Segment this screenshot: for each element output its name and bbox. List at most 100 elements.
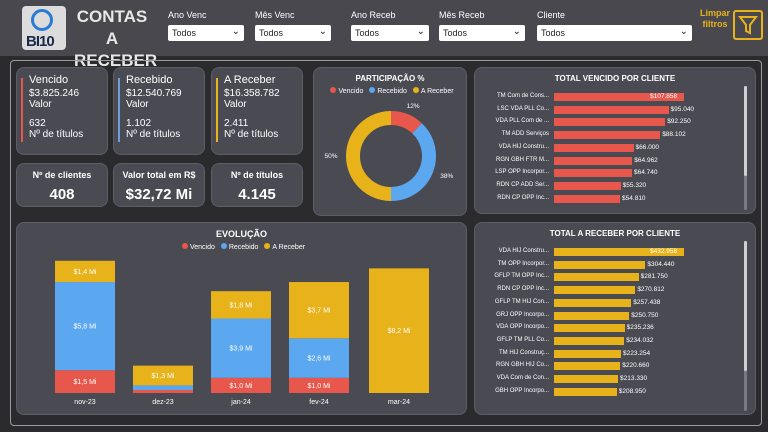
donut-chart[interactable]: 12% 38% 50% (314, 96, 468, 216)
bar-value-label: $208.950 (618, 387, 646, 395)
bar-row[interactable]: GFLP TM OPP Inc... $281.750 (475, 272, 745, 282)
bar[interactable] (554, 181, 621, 190)
bar-segment[interactable] (133, 389, 193, 393)
kpi-title: Vencido (29, 74, 69, 86)
chart-title: PARTICIPAÇÃO % (355, 74, 425, 83)
bar-row[interactable]: GRJ OPP Incorpo... $250.750 (475, 311, 745, 321)
kpi-card-valor-total[interactable]: Valor total em R$ $32,72 Mi (113, 163, 205, 207)
kpi-value-label: Valor (224, 99, 247, 110)
bar-segment[interactable] (289, 377, 349, 393)
bar[interactable] (554, 387, 617, 396)
participacao-chart-card[interactable]: PARTICIPAÇÃO % Vencido Recebido A Recebe… (313, 67, 467, 216)
filter-value: Todos (541, 28, 566, 38)
bar-row[interactable]: LSC VDA PLL Co... $95.040 (475, 105, 745, 115)
areceber-por-cliente-card[interactable]: TOTAL A RECEBER POR CLIENTE VDA HIJ Cons… (474, 222, 756, 415)
bar-row[interactable]: GFLP TM HIJ Con... $257.438 (475, 298, 745, 308)
kpi-card-vencido[interactable]: Vencido $3.825.246 Valor 632 Nº de títul… (16, 67, 108, 155)
scrollbar[interactable] (744, 241, 747, 411)
bar[interactable] (554, 194, 621, 203)
bar-row[interactable]: VDA HIJ Constru... $66.000 (475, 143, 745, 153)
bar[interactable] (554, 260, 646, 269)
bar-row[interactable]: VDA Com de Con... $213.330 (475, 374, 745, 384)
bar[interactable] (554, 143, 634, 152)
bar-value-label: $2,6 Mi (308, 356, 331, 363)
donut-slice[interactable] (390, 111, 422, 134)
bar-segment[interactable] (133, 385, 193, 390)
x-tick-label: dez-23 (152, 399, 174, 406)
bar-row[interactable]: RDN CP OPP Inc... $270.812 (475, 285, 745, 295)
scrollbar-thumb[interactable] (744, 241, 747, 371)
bar-segment[interactable] (211, 318, 271, 378)
header-bar: BI10 CONTAS A RECEBER Ano Venc Todos ⌄ Mê… (0, 0, 768, 70)
bar[interactable] (554, 131, 661, 140)
bar-row[interactable]: GFLP TM PLL Co... $234.032 (475, 336, 745, 346)
filter-select-ano-venc[interactable]: Todos ⌄ (168, 25, 244, 41)
bar[interactable] (554, 311, 630, 320)
bar-segment[interactable] (55, 370, 115, 393)
bar-value-label: $220.660 (622, 362, 650, 370)
bar[interactable] (554, 93, 684, 101)
bar[interactable] (554, 375, 619, 383)
bar[interactable] (554, 273, 639, 282)
logo-text: BI10 (26, 33, 55, 50)
bar-row[interactable]: VDA OPP Incorpo... $235.236 (475, 323, 745, 333)
kpi-card-clientes[interactable]: Nº de clientes 408 (16, 163, 108, 207)
bar[interactable] (554, 248, 684, 256)
bar-row[interactable]: RGN GBH HIJ Co... $220.660 (475, 361, 745, 371)
bar-segment[interactable] (211, 291, 271, 319)
bar-row[interactable]: TM Com de Cons... $107.858 (475, 92, 745, 102)
donut-slice[interactable] (346, 111, 392, 201)
bar-segment[interactable] (369, 268, 429, 393)
bar-row[interactable]: VDA HIJ Constru... $432.958 (475, 247, 745, 257)
bar[interactable] (554, 298, 632, 307)
vencido-por-cliente-card[interactable]: TOTAL VENCIDO POR CLIENTE TM Com de Cons… (474, 67, 756, 214)
bar[interactable] (554, 286, 636, 295)
bar-row[interactable]: LSP OPP Incorpor... $64.740 (475, 168, 745, 178)
bar[interactable] (554, 156, 633, 165)
kpi-card-titulos[interactable]: Nº de títulos 4.145 (211, 163, 303, 207)
bar-row[interactable]: RDN CP ADD Ser... $55.320 (475, 181, 745, 191)
bar-row[interactable]: RGN GBH FTR M... $64.962 (475, 156, 745, 166)
kpi-card-a-receber[interactable]: A Receber $16.358.782 Valor 2.411 Nº de … (211, 67, 303, 155)
scrollbar[interactable] (744, 86, 747, 210)
legend-swatch (412, 87, 419, 93)
filter-select-cliente[interactable]: Todos ⌄ (537, 25, 692, 41)
donut-slice[interactable] (390, 123, 436, 201)
kpi-card-recebido[interactable]: Recebido $12.540.769 Valor 1.102 Nº de t… (113, 67, 205, 155)
kpi-value: 4.145 (238, 186, 276, 203)
filter-select-mes-receb[interactable]: Todos ⌄ (439, 25, 525, 41)
bar-row[interactable]: GBH OPP Incorpo... $208.950 (475, 387, 745, 397)
bar-row[interactable]: VDA PLL Com de ... $92.250 (475, 117, 745, 127)
bar-row[interactable]: TM OPP Incorpor... $304.440 (475, 260, 745, 270)
bar-value-label: $88.102 (662, 131, 686, 139)
clear-filters-button[interactable]: Limpar filtros (699, 8, 730, 29)
chevron-down-icon: ⌄ (679, 26, 688, 37)
filter-icon[interactable] (733, 10, 763, 40)
kpi-count: 2.411 (224, 118, 249, 129)
filter-select-ano-receb[interactable]: Todos ⌄ (351, 25, 429, 41)
bar[interactable] (554, 362, 621, 371)
evolucao-chart-card[interactable]: EVOLUÇÃO Vencido Recebido A Receber $1,5… (16, 222, 467, 415)
bar[interactable] (554, 336, 625, 345)
bar-segment[interactable] (133, 365, 193, 386)
bar[interactable] (554, 105, 669, 114)
scrollbar-thumb[interactable] (744, 86, 747, 176)
filter-select-mes-venc[interactable]: Todos ⌄ (255, 25, 331, 41)
filter-label: Ano Venc (168, 10, 207, 20)
bar-row[interactable]: RDN CP OPP Inc... $54.810 (475, 194, 745, 204)
category-label: RDN CP ADD Ser... (496, 181, 549, 188)
bar-segment[interactable] (55, 282, 115, 371)
bar-segment[interactable] (289, 282, 349, 339)
stacked-bar-chart[interactable]: $1,5 Mi $5,8 Mi $1,4 Mi nov-23 $1,3 Mi dez-23… (17, 253, 468, 413)
bar-segment[interactable] (55, 260, 115, 283)
bar-value-label: $54.810 (622, 194, 646, 202)
bar-segment[interactable] (211, 377, 271, 393)
bar-row[interactable]: TM HIJ Construç... $223.254 (475, 349, 745, 359)
bar[interactable] (554, 349, 622, 358)
bar[interactable] (554, 169, 633, 178)
kpi-value: $12.540.769 (126, 88, 182, 99)
bar[interactable] (554, 118, 666, 127)
bar-row[interactable]: TM ADD Serviços $88.102 (475, 130, 745, 140)
bar[interactable] (554, 324, 625, 333)
bar-segment[interactable] (289, 338, 349, 378)
